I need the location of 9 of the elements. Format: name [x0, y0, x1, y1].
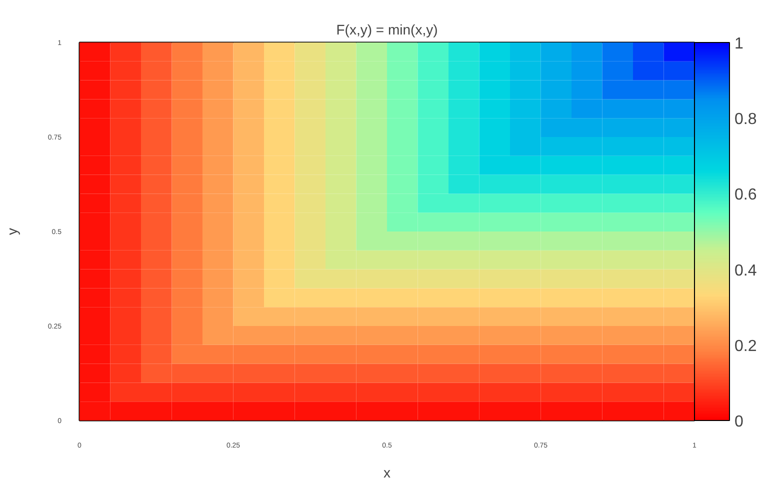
color-bar-label: 0.4 — [734, 262, 757, 280]
color-bar-label: 0.2 — [734, 338, 757, 355]
color-bar-label: 1 — [734, 36, 744, 52]
color-bar-label: 0.6 — [734, 186, 757, 204]
y-axis-title: y — [4, 228, 20, 235]
chart-title: F(x,y) = min(x,y) — [336, 22, 438, 38]
color-bar-label: 0 — [734, 414, 744, 430]
color-bar-label: 0.8 — [734, 111, 757, 128]
x-axis-title: x — [384, 464, 390, 480]
